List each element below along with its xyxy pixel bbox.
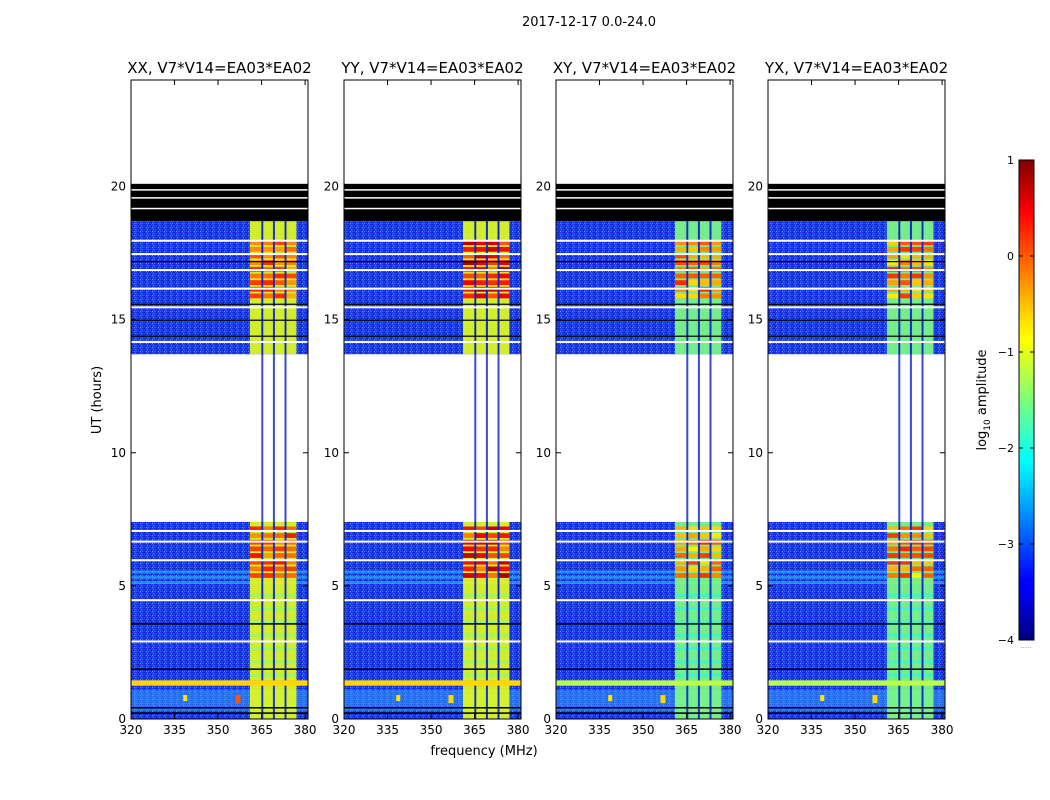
panel-image [768,80,945,719]
rfi-band [274,680,285,719]
y-axis-label: UT (hours) [90,366,105,434]
rfi-band [674,680,687,719]
rfi-band [462,680,475,719]
rfi-band [263,680,274,719]
rfi-band [911,680,922,719]
figure-suptitle: 2017-12-17 0.0-24.0 [522,15,656,30]
axes-frame [130,79,309,720]
panel-title: YX, V7*V14=EA03*EA02 [764,59,948,77]
y-tick-label: 20 [324,180,339,194]
colorbar-tick-label: 0 [1007,250,1014,263]
y-tick-label: 5 [543,579,551,593]
x-tick-label: 380 [507,723,530,737]
panel-yy: YY, V7*V14=EA03*EA02 320 335 350 365 380 0 5 10 1… [324,59,530,737]
axes-frame [767,79,946,720]
axes-frame [555,79,734,720]
x-tick-label: 350 [207,723,230,737]
x-tick-label: 320 [545,723,568,737]
colorbar-label-sub: 10 [983,419,993,431]
colorbar-label: log10 amplitude [975,349,993,450]
colorbar: 10−1−2−3−4 log10 amplitude ..... [975,154,1035,650]
colorbar-tick-label: −4 [998,634,1014,647]
y-tick-label: 15 [748,313,763,327]
colorbar-extra-mark: ..... [1020,642,1031,650]
x-tick-label: 365 [463,723,486,737]
panel-image [344,80,521,719]
x-tick-label: 335 [376,723,399,737]
colorbar-ticks: 1 0 −1 −2 −3 −4 [998,154,1034,647]
x-tick-label: 365 [887,723,910,737]
panel-xy: XY, V7*V14=EA03*EA02 320 335 350 365 380 0 5 10 1… [536,59,742,737]
x-tick-label: 380 [294,723,317,737]
colorbar-label-prefix: log [975,431,990,451]
y-tick-label: 15 [536,313,551,327]
x-tick-label: 320 [333,723,356,737]
y-tick-label: 20 [111,180,126,194]
x-tick-label: 365 [250,723,273,737]
x-tick-label: 350 [420,723,443,737]
colorbar-tick-label: 1 [1007,154,1014,167]
y-tick-label: 20 [748,180,763,194]
panel-image [131,80,308,719]
x-tick-label: 380 [719,723,742,737]
panel-image [556,80,733,719]
panel-title: XX, V7*V14=EA03*EA02 [127,59,311,77]
x-tick-label: 335 [800,723,823,737]
panels-group: XX, V7*V14=EA03*EA02 320 335 350 365 380 0 5 10 1… [111,59,954,737]
y-tick-label: 20 [536,180,551,194]
rfi-band [688,680,699,719]
panel-title: YY, V7*V14=EA03*EA02 [340,59,523,77]
rfi-band [711,680,722,719]
panel-title: XY, V7*V14=EA03*EA02 [553,59,736,77]
rfi-band [923,680,934,719]
panel-xx: XX, V7*V14=EA03*EA02 320 335 350 365 380 0 5 10 1… [111,59,317,737]
rfi-band [499,680,510,719]
rfi-band [476,680,487,719]
y-tick-label: 0 [331,712,339,726]
x-tick-label: 350 [632,723,655,737]
x-tick-label: 320 [757,723,780,737]
y-tick-label: 10 [748,446,763,460]
panel-yx: YX, V7*V14=EA03*EA02 320 335 350 365 380 0 5 10 1… [748,59,954,737]
y-tick-label: 5 [331,579,339,593]
rfi-band [249,680,262,719]
axes-frame [343,79,522,720]
x-tick-label: 335 [163,723,186,737]
rfi-band [900,680,911,719]
y-tick-label: 5 [118,579,126,593]
x-tick-label: 380 [931,723,954,737]
y-tick-label: 0 [118,712,126,726]
rfi-band [699,680,710,719]
y-tick-label: 5 [755,579,763,593]
x-axis-label: frequency (MHz) [430,744,537,759]
rfi-band [286,680,297,719]
colorbar-label-suffix: amplitude [975,349,990,419]
colorbar-tick-label: −2 [998,442,1014,455]
y-tick-label: 10 [324,446,339,460]
colorbar-gradient [1018,159,1035,641]
rfi-band [886,680,899,719]
colorbar-tick-label: −3 [998,538,1014,551]
colorbar-tick-label: −1 [998,346,1014,359]
y-tick-label: 0 [543,712,551,726]
y-tick-label: 15 [111,313,126,327]
rfi-band [487,680,498,719]
x-tick-label: 335 [588,723,611,737]
y-tick-label: 0 [755,712,763,726]
x-tick-label: 320 [120,723,143,737]
y-tick-label: 15 [324,313,339,327]
x-tick-label: 350 [844,723,867,737]
y-tick-label: 10 [536,446,551,460]
x-tick-label: 365 [675,723,698,737]
y-tick-label: 10 [111,446,126,460]
